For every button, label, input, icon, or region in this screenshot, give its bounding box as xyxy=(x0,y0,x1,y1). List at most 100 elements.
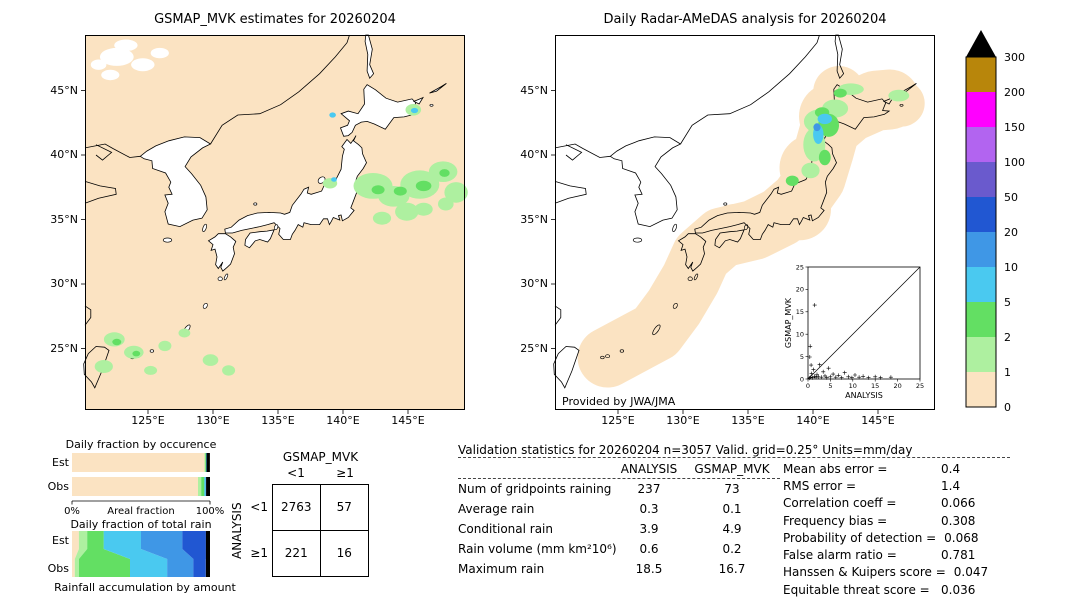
coastline xyxy=(554,181,587,204)
rain-cell xyxy=(395,202,419,221)
fraction-bar-segment xyxy=(141,531,183,549)
scatter-point xyxy=(808,344,813,349)
rain-cell xyxy=(112,338,122,346)
scatter-point xyxy=(809,363,814,368)
contingency-col-group-label: GSMAP_MVK xyxy=(282,450,359,464)
stats-row-label: Average rain xyxy=(458,502,535,516)
coastline xyxy=(224,135,367,240)
no-data-patch xyxy=(90,59,107,70)
coastline xyxy=(95,144,113,161)
contingency-cell: 221 xyxy=(273,530,321,576)
stats-col-spacer xyxy=(458,462,614,476)
island-coastline xyxy=(162,237,173,243)
lon-tick-label: 130°E xyxy=(666,414,700,427)
stats-row: Average rain 0.3 0.1 xyxy=(458,499,780,519)
fraction-bar-segment xyxy=(72,531,79,549)
scatter-point xyxy=(823,373,827,378)
rain-cell xyxy=(414,202,433,216)
colorbar-tick-label: 10 xyxy=(1004,261,1018,274)
lon-tick-label: 135°E xyxy=(731,414,765,427)
coastline xyxy=(429,83,447,94)
fraction-bar-segment xyxy=(193,559,206,577)
stats-row: Rain volume (mm km²10⁶) 0.6 0.2 xyxy=(458,539,780,559)
inset-y-tick-label: 0 xyxy=(800,375,804,383)
score-line: False alarm ratio = 0.781 xyxy=(783,546,988,563)
coastline xyxy=(84,305,92,326)
score-line: Hanssen & Kuipers score = 0.047 xyxy=(783,564,988,581)
coastline xyxy=(244,229,275,249)
score-line: Correlation coeff = 0.066 xyxy=(783,495,988,512)
rain-cell xyxy=(132,350,141,357)
island-coastline xyxy=(253,202,258,206)
fraction-flow xyxy=(72,549,79,559)
stats-title: Validation statistics for 20260204 n=305… xyxy=(458,443,913,457)
rain-cell xyxy=(371,185,385,195)
fraction-bar-segment xyxy=(205,559,210,577)
island-coastline xyxy=(693,273,699,281)
radar-coverage-area xyxy=(878,80,925,127)
island-coastline xyxy=(149,349,155,353)
contingency-col-label: ≥1 xyxy=(336,466,354,480)
score-label: Equitable threat score = xyxy=(783,582,930,597)
scatter-point xyxy=(849,375,854,380)
coastline xyxy=(565,144,583,161)
stats-analysis-value: 18.5 xyxy=(635,562,663,576)
lon-tick-label: 145°E xyxy=(391,414,425,427)
stats-analysis-value: 237 xyxy=(637,482,661,496)
scatter-point xyxy=(812,303,817,308)
colorbar-segment xyxy=(966,232,996,267)
lon-tick-label: 130°E xyxy=(196,414,230,427)
scatter-point xyxy=(842,370,847,375)
scatter-point xyxy=(866,375,871,380)
fraction-bar-segment xyxy=(198,477,202,496)
score-line: RMS error = 1.4 xyxy=(783,477,988,494)
stats-row: Num of gridpoints raining 237 73 xyxy=(458,479,780,499)
inset-ylabel: GSMAP_MVK xyxy=(784,297,793,348)
colorbar-segment xyxy=(966,57,996,92)
lon-tick-label: 135°E xyxy=(261,414,295,427)
stats-analysis-value: 3.9 xyxy=(639,522,659,536)
scatter-point xyxy=(833,375,838,380)
occurrence-title: Daily fraction by occurence xyxy=(66,438,217,451)
rain-cell xyxy=(222,365,236,376)
fraction-flow xyxy=(103,549,168,559)
inset-y-tick-label: 25 xyxy=(796,263,804,271)
score-value: 0.066 xyxy=(941,496,976,511)
scatter-point xyxy=(815,372,819,377)
scatter-point xyxy=(824,375,829,380)
fraction-bar-segment xyxy=(205,531,210,549)
rain-cell xyxy=(329,112,336,118)
fraction-bar-segment xyxy=(206,477,210,496)
scatter-point xyxy=(828,374,833,379)
fraction-bar-segment xyxy=(72,453,205,472)
score-label: Correlation coeff = xyxy=(783,496,897,511)
stats-row-label: Rain volume (mm km²10⁶) xyxy=(458,542,617,556)
lat-tick-label: 25°N xyxy=(50,341,78,355)
coastline xyxy=(412,96,424,105)
left-map-title: GSMAP_MVK estimates for 20260204 xyxy=(154,12,396,27)
identity-line xyxy=(807,266,921,380)
axis-max-label: 100% xyxy=(196,506,225,517)
lat-tick-label: 35°N xyxy=(520,212,548,226)
stats-row-label: Num of gridpoints raining xyxy=(458,482,612,496)
lon-tick-label: 125°E xyxy=(601,414,635,427)
scatter-point xyxy=(808,375,813,380)
fraction-flow xyxy=(78,549,130,559)
score-line: Mean abs error = 0.4 xyxy=(783,460,988,477)
stats-divider xyxy=(458,457,1010,458)
no-data-patch xyxy=(114,39,138,52)
lon-tick-label: 125°E xyxy=(131,414,165,427)
island-coastline xyxy=(744,224,749,231)
score-label: Hanssen & Kuipers score = xyxy=(783,565,946,580)
fraction-flow xyxy=(182,549,206,559)
no-data-patch xyxy=(99,47,134,66)
scatter-point xyxy=(811,367,816,372)
no-data-patch xyxy=(131,58,155,72)
island-coastline xyxy=(600,355,605,360)
score-value: 0.308 xyxy=(941,513,976,528)
coastline xyxy=(609,136,682,228)
fraction-bar-segment xyxy=(72,559,75,577)
island-coastline xyxy=(672,223,677,232)
fraction-bar-segment xyxy=(205,477,207,496)
